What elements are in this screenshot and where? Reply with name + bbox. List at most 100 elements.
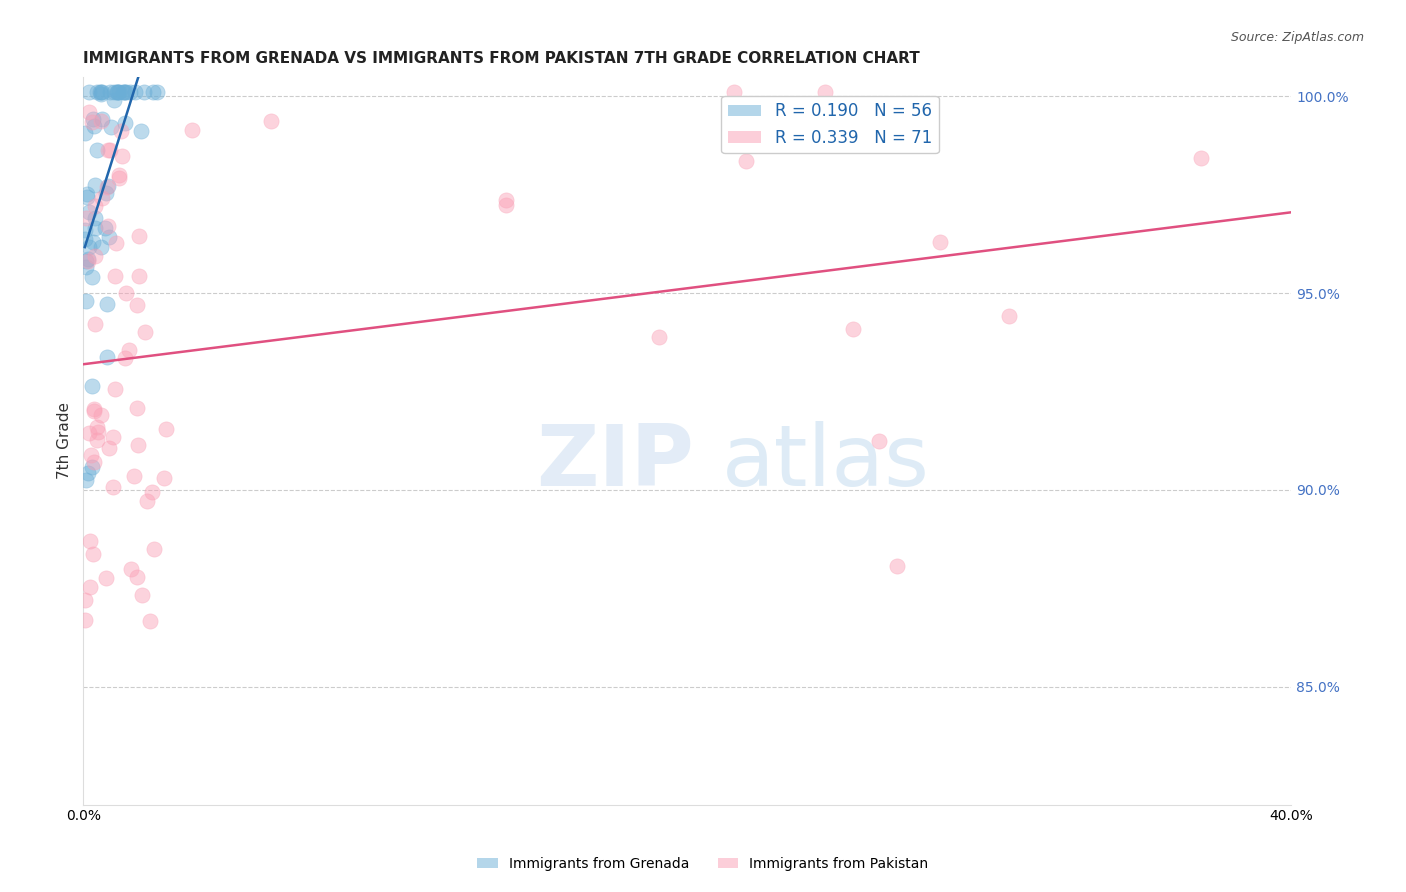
Point xyxy=(75,253,97,268)
Point xyxy=(79,105,101,120)
Point xyxy=(111,85,134,99)
Point xyxy=(105,85,128,99)
Point xyxy=(75,260,97,274)
Point xyxy=(180,122,202,136)
Point xyxy=(114,116,136,130)
Point xyxy=(83,221,105,235)
Text: Source: ZipAtlas.com: Source: ZipAtlas.com xyxy=(1230,31,1364,45)
Point xyxy=(105,85,128,99)
Point xyxy=(813,85,835,99)
Point xyxy=(115,285,138,300)
Point xyxy=(94,221,117,235)
Point xyxy=(132,85,155,99)
Point xyxy=(90,408,112,422)
Point xyxy=(76,187,98,202)
Point xyxy=(108,85,131,99)
Point xyxy=(105,236,128,251)
Point xyxy=(94,571,117,585)
Point xyxy=(138,615,160,629)
Point xyxy=(103,85,125,99)
Point xyxy=(80,459,103,474)
Point xyxy=(841,322,863,336)
Point xyxy=(76,466,98,480)
Point xyxy=(122,469,145,483)
Point xyxy=(90,240,112,254)
Point xyxy=(90,85,112,99)
Point xyxy=(97,219,120,233)
Point xyxy=(104,382,127,396)
Point xyxy=(495,193,517,207)
Point xyxy=(120,562,142,576)
Point xyxy=(120,85,142,99)
Point xyxy=(96,297,118,311)
Point xyxy=(104,269,127,284)
Point xyxy=(103,93,125,107)
Point xyxy=(82,235,104,249)
Point xyxy=(83,249,105,263)
Point xyxy=(79,580,101,594)
Point xyxy=(97,230,120,244)
Text: ZIP: ZIP xyxy=(536,421,693,504)
Point xyxy=(260,114,283,128)
Point xyxy=(96,180,118,194)
Point xyxy=(80,269,103,284)
Point xyxy=(152,471,174,485)
Point xyxy=(79,426,101,441)
Point xyxy=(98,143,121,157)
Point xyxy=(495,197,517,211)
Point xyxy=(73,126,96,140)
Point xyxy=(114,85,136,99)
Point xyxy=(79,204,101,219)
Point xyxy=(86,143,108,157)
Point xyxy=(115,85,138,99)
Point xyxy=(86,419,108,434)
Point xyxy=(107,85,129,99)
Point xyxy=(1189,151,1212,165)
Text: atlas: atlas xyxy=(723,421,931,504)
Point xyxy=(96,351,118,365)
Point xyxy=(111,149,134,163)
Point xyxy=(110,124,132,138)
Point xyxy=(73,223,96,237)
Point xyxy=(128,269,150,284)
Point xyxy=(77,85,100,99)
Point xyxy=(647,330,669,344)
Point xyxy=(79,534,101,549)
Legend: Immigrants from Grenada, Immigrants from Pakistan: Immigrants from Grenada, Immigrants from… xyxy=(472,851,934,876)
Point xyxy=(103,480,125,494)
Point xyxy=(141,484,163,499)
Point xyxy=(80,379,103,393)
Point xyxy=(929,235,952,249)
Point xyxy=(84,211,107,225)
Point xyxy=(125,401,148,415)
Point xyxy=(135,493,157,508)
Point xyxy=(112,85,135,99)
Y-axis label: 7th Grade: 7th Grade xyxy=(58,402,72,479)
Point xyxy=(124,85,146,99)
Point xyxy=(82,115,104,129)
Point xyxy=(100,120,122,135)
Point xyxy=(101,430,124,444)
Point xyxy=(96,178,118,193)
Point xyxy=(723,85,745,99)
Point xyxy=(84,199,107,213)
Point xyxy=(97,144,120,158)
Point xyxy=(131,588,153,602)
Point xyxy=(146,85,169,99)
Point xyxy=(142,85,165,99)
Point xyxy=(75,211,97,225)
Point xyxy=(96,186,118,200)
Point xyxy=(91,85,114,99)
Point xyxy=(114,351,136,365)
Point xyxy=(108,171,131,186)
Point xyxy=(73,613,96,627)
Point xyxy=(735,153,758,168)
Point xyxy=(998,310,1021,324)
Point xyxy=(75,473,97,487)
Point xyxy=(98,441,121,455)
Point xyxy=(73,593,96,607)
Point xyxy=(86,85,108,99)
Point xyxy=(129,123,152,137)
Text: IMMIGRANTS FROM GRENADA VS IMMIGRANTS FROM PAKISTAN 7TH GRADE CORRELATION CHART: IMMIGRANTS FROM GRENADA VS IMMIGRANTS FR… xyxy=(83,51,920,66)
Point xyxy=(80,448,103,462)
